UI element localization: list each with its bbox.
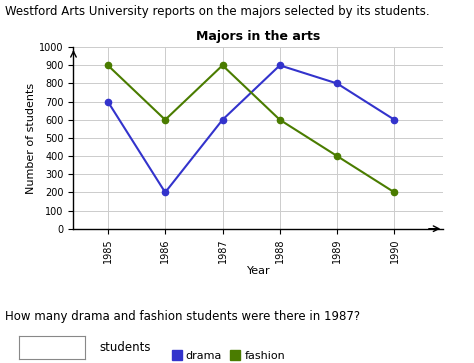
- X-axis label: Year: Year: [246, 266, 270, 276]
- Text: students: students: [100, 341, 151, 354]
- Text: How many drama and fashion students were there in 1987?: How many drama and fashion students were…: [5, 310, 360, 323]
- Legend: drama, fashion: drama, fashion: [168, 347, 290, 363]
- Y-axis label: Number of students: Number of students: [27, 82, 36, 193]
- Text: Westford Arts University reports on the majors selected by its students.: Westford Arts University reports on the …: [5, 5, 429, 19]
- Title: Majors in the arts: Majors in the arts: [196, 30, 320, 43]
